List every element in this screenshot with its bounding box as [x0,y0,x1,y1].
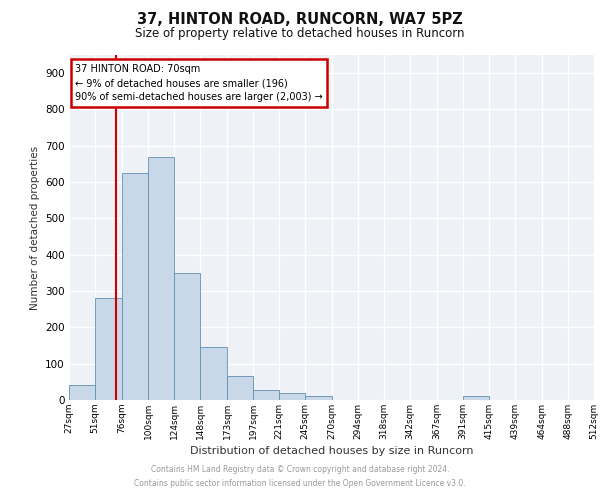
Bar [69,386,95,400]
Bar [174,273,200,400]
Bar [95,298,122,400]
Y-axis label: Number of detached properties: Number of detached properties [29,146,40,310]
Text: Size of property relative to detached houses in Runcorn: Size of property relative to detached ho… [135,28,465,40]
Bar [148,156,174,400]
Bar [463,396,489,400]
Bar [227,376,253,400]
Bar [122,173,148,400]
Text: 37, HINTON ROAD, RUNCORN, WA7 5PZ: 37, HINTON ROAD, RUNCORN, WA7 5PZ [137,12,463,28]
Text: Contains HM Land Registry data © Crown copyright and database right 2024.
Contai: Contains HM Land Registry data © Crown c… [134,466,466,487]
Text: 37 HINTON ROAD: 70sqm
← 9% of detached houses are smaller (196)
90% of semi-deta: 37 HINTON ROAD: 70sqm ← 9% of detached h… [76,64,323,102]
X-axis label: Distribution of detached houses by size in Runcorn: Distribution of detached houses by size … [190,446,473,456]
Bar [200,348,227,400]
Bar [279,394,305,400]
Bar [305,396,332,400]
Bar [253,390,279,400]
